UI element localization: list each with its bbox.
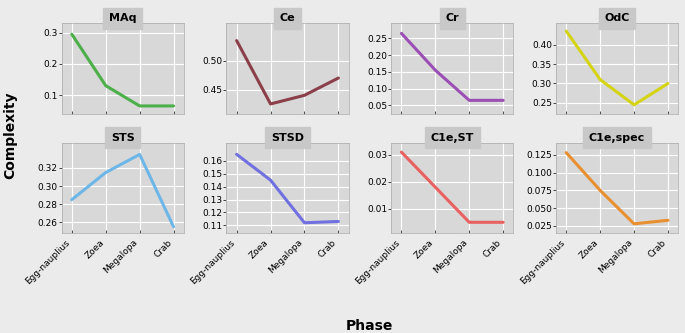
Title: OdC: OdC [604, 13, 630, 23]
Title: C1e,ST: C1e,ST [431, 133, 474, 143]
Text: Complexity: Complexity [3, 91, 17, 178]
Title: MAq: MAq [109, 13, 136, 23]
Title: Ce: Ce [279, 13, 295, 23]
Title: STS: STS [111, 133, 134, 143]
Title: C1e,spec: C1e,spec [589, 133, 645, 143]
Title: Cr: Cr [445, 13, 459, 23]
Title: STSD: STSD [271, 133, 304, 143]
Text: Phase: Phase [346, 319, 394, 333]
